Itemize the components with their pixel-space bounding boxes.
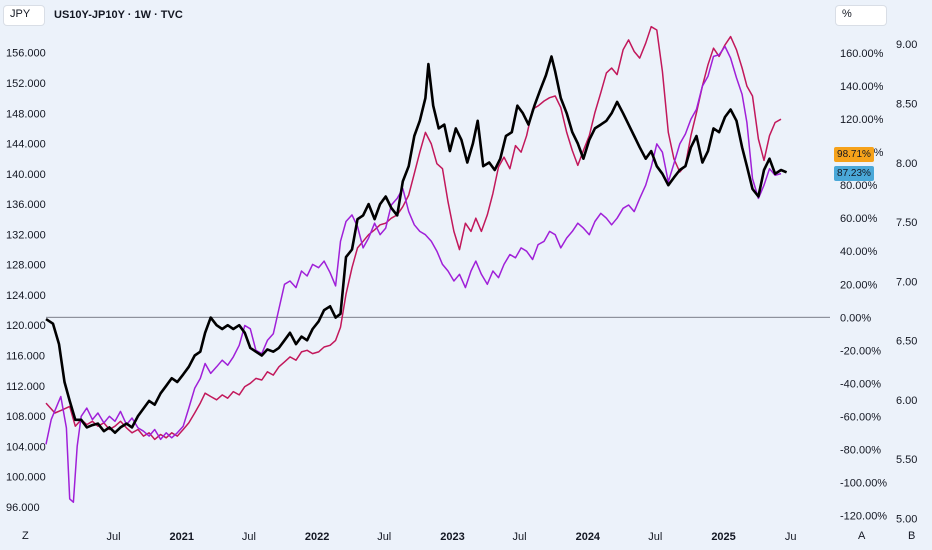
- left-tick-label: 104.000: [6, 441, 46, 453]
- left-tick-label: 112.000: [6, 381, 45, 393]
- time-tick-label: Jul: [377, 531, 391, 543]
- percent-tick-label: 60.00%: [840, 213, 878, 225]
- percent-tick-label: 160.00%: [840, 48, 884, 60]
- series-layer: [45, 25, 788, 503]
- left-tick-label: 148.000: [6, 108, 46, 120]
- left-tick-label: 132.000: [6, 229, 46, 241]
- left-tick-label: 128.000: [6, 260, 46, 272]
- left-tick-label: 100.000: [6, 472, 46, 484]
- chart-title: US10Y-JP10Y · 1W · TVC: [54, 9, 183, 21]
- time-tick-label: Jul: [106, 531, 120, 543]
- right-tick-label: 6.00: [896, 395, 917, 407]
- series-line-0: [45, 55, 788, 434]
- time-tick-label: 2025: [711, 531, 735, 543]
- percent-tick-label: 140.00%: [840, 81, 884, 93]
- left-tick-label: 108.000: [6, 411, 46, 423]
- right-tick-label: 7.00: [896, 276, 917, 288]
- right-tick-label: 8.00: [896, 158, 917, 170]
- right-tick-label: 8.50: [896, 99, 917, 111]
- right-yield-axis: 9.00 8.50 8.00 7.50 7.00 6.50 6.00 5.50 5.00: [896, 39, 917, 525]
- time-tick-label: 2022: [305, 531, 329, 543]
- percent-tick-label: -60.00%: [840, 411, 881, 423]
- percent-tick-label: 20.00%: [840, 279, 878, 291]
- percent-axis: 160.00%140.00%120.00%100.00%80.00%60.00%…: [840, 48, 887, 522]
- left-tick-label: 124.000: [6, 290, 46, 302]
- time-tick-label: 2023: [440, 531, 464, 543]
- time-tick-label: Ju: [785, 531, 797, 543]
- percent-tick-label: -80.00%: [840, 444, 881, 456]
- right-tick-label: 9.00: [896, 39, 917, 51]
- x-corner-a: A: [858, 530, 866, 542]
- left-tick-label: 156.000: [6, 48, 46, 60]
- series-line-2: [45, 45, 782, 503]
- percent-tick-label: 80.00%: [840, 180, 878, 192]
- left-tick-label: 116.000: [6, 350, 45, 362]
- left-tick-label: 144.000: [6, 139, 46, 151]
- series-line-1: [45, 25, 782, 441]
- time-tick-label: Jul: [242, 531, 256, 543]
- left-tick-label: 120.000: [6, 320, 46, 332]
- time-tick-label: 2021: [169, 531, 193, 543]
- currency-label: JPY: [10, 8, 31, 20]
- x-corner-right: B: [908, 530, 916, 542]
- percent-tick-label: 40.00%: [840, 246, 878, 258]
- time-tick-label: Jul: [513, 531, 527, 543]
- right-tick-label: 6.50: [896, 336, 917, 348]
- percent-tick-label: -40.00%: [840, 378, 881, 390]
- right-tick-label: 7.50: [896, 217, 917, 229]
- time-tick-label: Jul: [648, 531, 662, 543]
- left-tick-label: 96.000: [6, 502, 40, 514]
- percent-scale-button[interactable]: %: [836, 6, 886, 25]
- left-tick-label: 152.000: [6, 78, 46, 90]
- percent-tick-label: 0.00%: [840, 312, 871, 324]
- x-corner-left: Z: [22, 530, 29, 542]
- last-value-badge-orange: 98.71%: [834, 146, 874, 162]
- right-tick-label: 5.50: [896, 454, 917, 466]
- percent-tick-label: -100.00%: [840, 477, 887, 489]
- right-tick-label: 5.00: [896, 513, 917, 525]
- percent-tick-label: 120.00%: [840, 114, 884, 126]
- percent-tick-label: -20.00%: [840, 345, 881, 357]
- left-tick-label: 140.000: [6, 169, 46, 181]
- time-tick-label: 2024: [576, 531, 601, 543]
- time-axis: Jul 2021 Jul 2022 Jul 2023 Jul 2024 Jul 2025 Ju: [106, 531, 796, 543]
- percent-label: %: [842, 8, 852, 20]
- percent-tick-label: -120.00%: [840, 510, 887, 522]
- left-price-axis: 156.000 152.000 148.000 144.000 140.000 136.0…: [6, 48, 46, 514]
- left-tick-label: 136.000: [6, 199, 46, 211]
- currency-button[interactable]: JPY: [4, 6, 44, 25]
- last-value-badge-blue: 87.23%: [834, 165, 874, 181]
